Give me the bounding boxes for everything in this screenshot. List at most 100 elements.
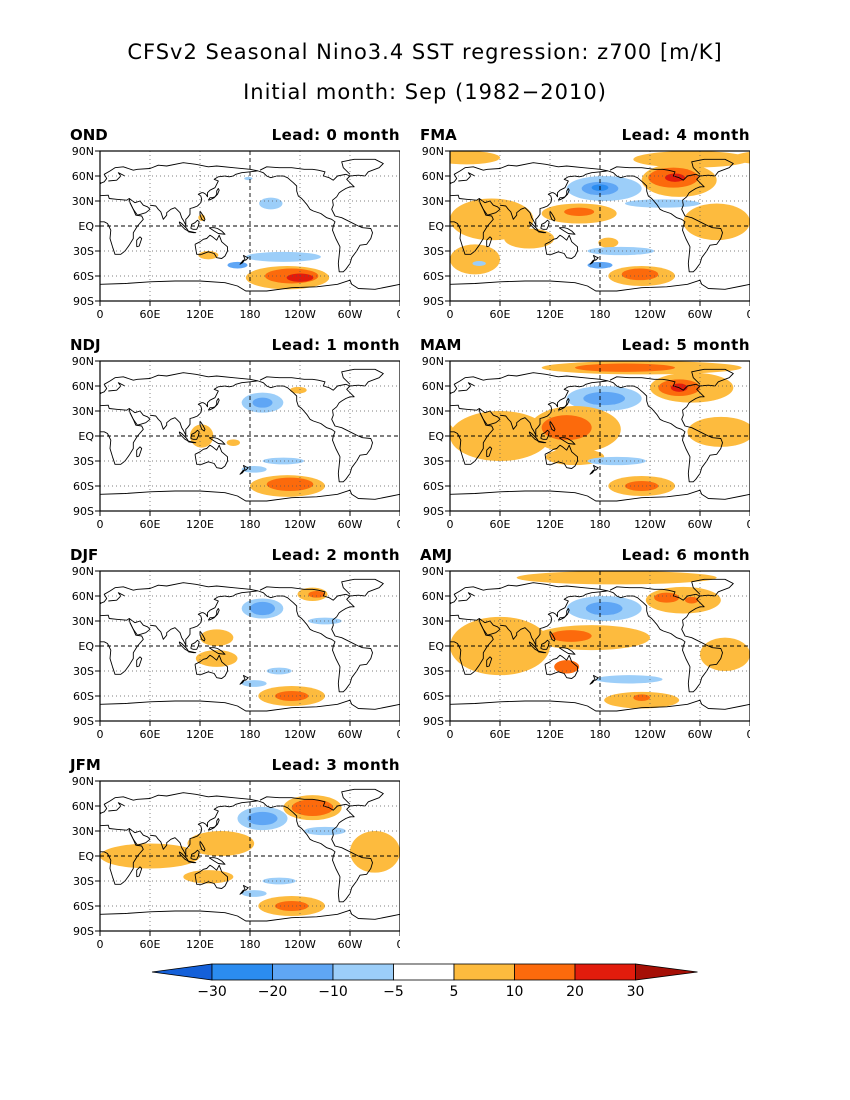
negative-anomaly-region [266, 667, 292, 675]
x-tick-label: 60W [688, 308, 713, 321]
positive-anomaly-region [291, 799, 334, 816]
x-tick-label: 60E [490, 728, 511, 741]
panel-season-label: FMA [420, 126, 457, 144]
x-tick-label: 120W [284, 938, 316, 951]
y-tick-label: 30S [73, 875, 94, 888]
negative-anomaly-region [587, 246, 655, 256]
y-tick-label: 60S [423, 480, 444, 493]
coastline [100, 279, 400, 292]
coastline [341, 368, 384, 387]
positive-anomaly-region [450, 244, 500, 275]
y-tick-label: 60S [423, 270, 444, 283]
y-tick-label: 60N [72, 170, 94, 183]
gridlines [100, 571, 400, 721]
coastline [557, 398, 570, 411]
y-tick-label: 30N [72, 825, 94, 838]
panel-lead-label: Lead: 0 month [271, 126, 400, 144]
y-tick-label: 30S [423, 455, 444, 468]
coastline [258, 586, 373, 693]
x-tick-label: 0 [747, 518, 751, 531]
map-jfm: 0 60E 120E 180 120W 60W 0 90N 60N 30N EQ 30S 60S 90S [72, 775, 400, 951]
coastline [187, 440, 197, 444]
coastline [557, 188, 570, 201]
coastlines [450, 368, 750, 502]
positive-anomaly-region [654, 592, 680, 603]
coastline [239, 254, 249, 265]
x-tick-label: 60W [338, 728, 363, 741]
y-tick-label: 30N [72, 405, 94, 418]
coastlines [100, 368, 400, 502]
positive-anomaly-region [633, 694, 650, 701]
colorbar-swatch [272, 963, 334, 981]
coastline [537, 440, 547, 444]
negative-anomaly-region [259, 197, 283, 210]
x-tick-label: 60E [490, 308, 511, 321]
y-tick-label: 30N [422, 615, 444, 628]
colorbar-swatch [453, 963, 515, 981]
y-tick-label: 60N [422, 170, 444, 183]
x-tick-label: 0 [97, 728, 104, 741]
coastline [194, 864, 228, 889]
panel-season-label: OND [70, 126, 108, 144]
coastline [450, 699, 750, 712]
y-tick-label: 90N [422, 145, 444, 158]
colorbar-low-arrow [151, 963, 213, 981]
coastline [136, 236, 143, 248]
y-tick-label: 30N [422, 195, 444, 208]
negative-anomaly-region [250, 601, 275, 616]
anomaly-field [195, 587, 342, 706]
coastline [450, 162, 609, 185]
coastline [540, 639, 550, 650]
y-tick-label: 30N [72, 195, 94, 208]
y-tick-label: 90N [72, 775, 94, 788]
coastline [537, 650, 547, 654]
coastline [100, 600, 102, 605]
negative-anomaly-region [245, 251, 321, 262]
coastline [100, 582, 259, 605]
positive-anomaly-region [350, 831, 400, 873]
y-tick-label: 90N [422, 565, 444, 578]
positive-anomaly-region [665, 173, 685, 182]
y-tick-label: 60N [422, 590, 444, 603]
positive-anomaly-region [687, 416, 750, 447]
positive-anomaly-region [683, 203, 750, 241]
y-tick-label: 90N [422, 355, 444, 368]
map-fma: 0 60E 120E 180 120W 60W 0 90N 60N 30N EQ 30S 60S 90S [422, 145, 750, 321]
coastline [207, 608, 220, 621]
coastline [136, 656, 143, 668]
x-tick-label: 120W [284, 518, 316, 531]
coastline [149, 590, 257, 646]
x-tick-label: 120W [634, 728, 666, 741]
coastline [100, 194, 144, 255]
coastline [100, 810, 102, 815]
panel-mam: MAM Lead: 5 month 0 60E 120E 180 120W 60W 0 90N… [420, 336, 750, 536]
coastline [136, 866, 143, 878]
chart-title: CFSv2 Seasonal Nino3.4 SST regression: z… [127, 40, 723, 64]
anomaly-field [450, 151, 750, 286]
panel-lead-label: Lead: 5 month [621, 336, 750, 354]
x-tick-label: 120E [186, 938, 214, 951]
map-ndj: 0 60E 120E 180 120W 60W 0 90N 60N 30N EQ 30S 60S 90S [72, 355, 400, 531]
coastline [208, 227, 226, 235]
panel-lead-label: Lead: 3 month [271, 756, 400, 774]
x-tick-label: 0 [97, 938, 104, 951]
coastline [128, 198, 151, 216]
y-tick-label: EQ [78, 220, 94, 233]
coastline [558, 437, 576, 445]
y-tick-label: 60S [73, 270, 94, 283]
x-tick-label: 180 [590, 308, 611, 321]
coastline [100, 162, 259, 185]
coastline [540, 219, 550, 230]
y-tick-label: 30N [422, 405, 444, 418]
panel-season-label: NDJ [70, 336, 101, 354]
coastline [100, 180, 102, 185]
coastline [100, 404, 144, 465]
coastline [187, 230, 197, 234]
panel-djf: DJF Lead: 2 month 0 60E 120E 180 120W 60W 0 90N… [70, 546, 400, 746]
x-tick-label: 60W [688, 728, 713, 741]
colorbar-label: −20 [258, 984, 288, 1000]
colorbar-swatch [574, 963, 636, 981]
coastline [450, 614, 494, 675]
y-tick-label: 60N [72, 800, 94, 813]
coastline [458, 382, 476, 392]
